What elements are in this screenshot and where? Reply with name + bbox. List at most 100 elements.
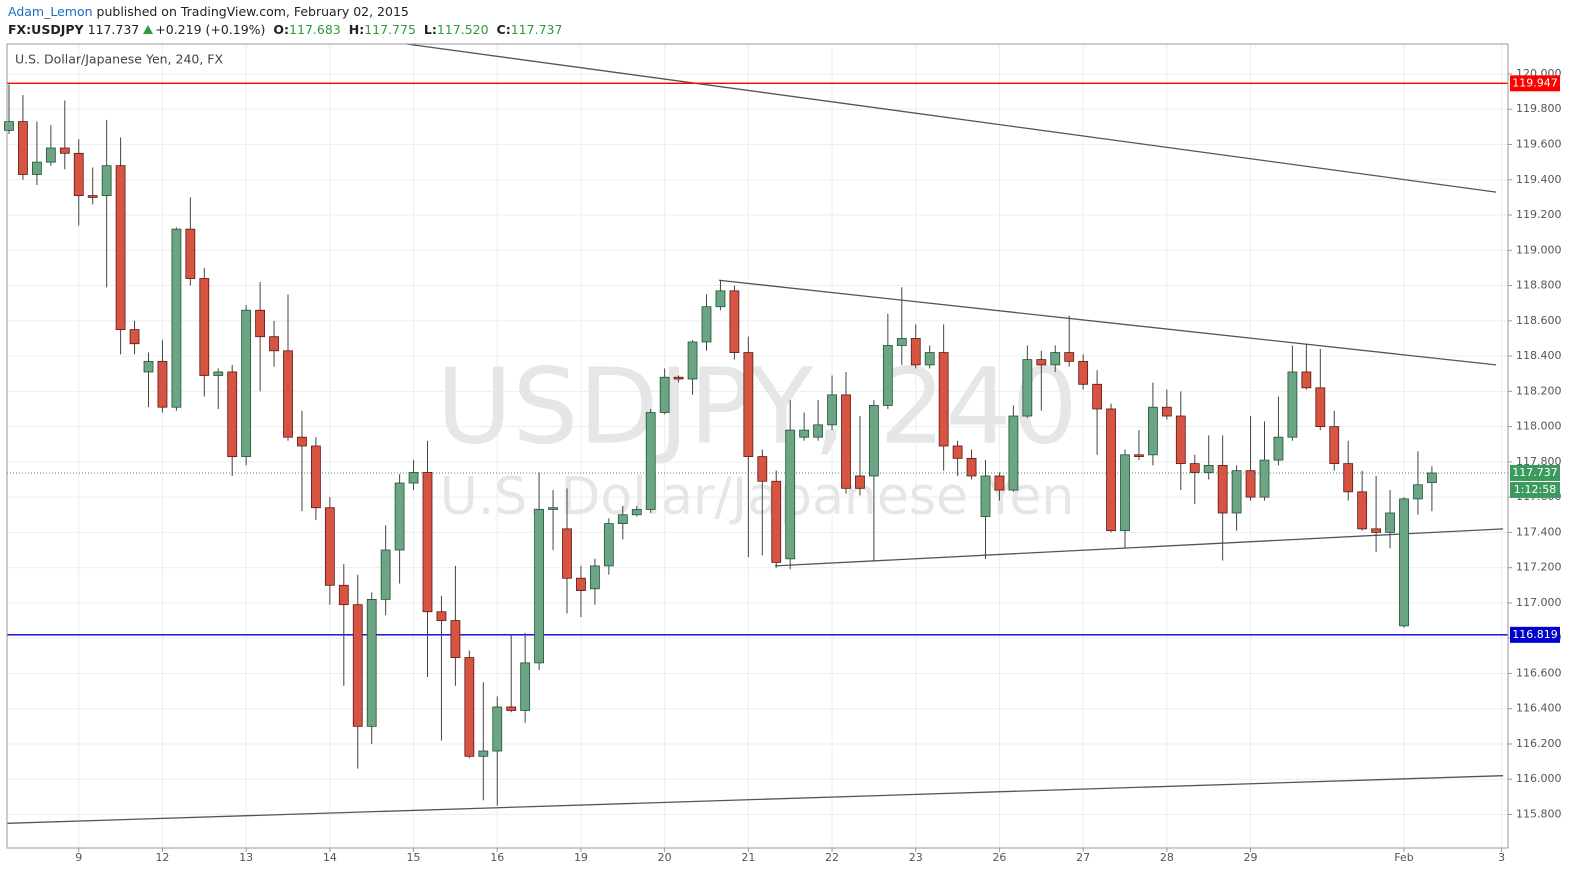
watermark: USDJPY, 240 (436, 345, 1077, 467)
candle-body (562, 528, 572, 579)
x-tick-label: 12 (155, 851, 169, 864)
candle-body (1050, 352, 1061, 366)
x-tick-label: 26 (992, 851, 1006, 864)
candle-body (813, 424, 823, 438)
candle-body (1078, 360, 1089, 385)
candle-body (115, 165, 126, 331)
candle-body (1357, 491, 1368, 530)
candle-body (1092, 383, 1102, 410)
header: Adam_Lemon published on TradingView.com,… (8, 3, 562, 39)
x-tick-label: 20 (658, 851, 672, 864)
candle-body (199, 278, 210, 376)
x-tick-label: 29 (1244, 851, 1258, 864)
author[interactable]: Adam_Lemon (8, 4, 93, 19)
y-tick-label: 118.200 (1516, 384, 1562, 397)
candle-body (1036, 359, 1047, 366)
price-label-box (1510, 626, 1560, 643)
candle-body (534, 509, 544, 664)
candle-body (882, 345, 893, 406)
candle-body (952, 445, 963, 459)
candle-body (1022, 359, 1033, 417)
candle-body (1259, 459, 1270, 498)
y-tick-label: 116.000 (1516, 772, 1562, 785)
y-tick-label: 116.600 (1516, 666, 1562, 679)
x-tick-label: 13 (239, 851, 253, 864)
y-tick-label: 119.200 (1516, 208, 1562, 221)
price-label-box (1510, 75, 1560, 92)
x-tick-label: 9 (75, 851, 82, 864)
candle-body (645, 412, 656, 510)
x-tick-label: 16 (490, 851, 504, 864)
candle-body (729, 290, 740, 353)
candle-body (297, 436, 307, 447)
price-label: 1:12:58 (1514, 483, 1556, 496)
candle-body (855, 475, 865, 489)
candle-body (869, 405, 879, 477)
candle-body (464, 657, 475, 757)
candle-body (771, 480, 782, 563)
candle-body (799, 429, 810, 438)
plot-border (6, 43, 1509, 849)
ohlc-value: 117.683 (289, 22, 341, 37)
last: 117.737 (87, 22, 140, 37)
candle-body (1413, 484, 1423, 500)
y-tick-label: 116.200 (1516, 737, 1562, 750)
y-tick-label: 119.600 (1516, 138, 1562, 151)
candle-body (324, 507, 335, 586)
candle-body (1161, 406, 1172, 417)
price-label-box (1510, 481, 1560, 498)
change: +0.219 (+0.19%) (155, 22, 266, 37)
candle-body (255, 309, 266, 338)
candle-body (171, 228, 182, 408)
candle-body (436, 611, 447, 621)
candle-body (101, 165, 112, 197)
candle-body (1385, 512, 1395, 533)
candle-body (87, 195, 98, 198)
candle-body (1427, 472, 1437, 483)
candle-body (631, 509, 642, 516)
candle-body (143, 360, 154, 373)
quote-line: FX:USDJPY 117.737 +0.219 (+0.19%) O:117.6… (8, 21, 562, 39)
x-tick-label: 21 (741, 851, 755, 864)
published: published on TradingView.com, February 0… (96, 4, 409, 19)
candle-body (241, 309, 252, 457)
candle-body (938, 352, 949, 447)
axes: 115.800 116.000 116.200 116.400 116.600 116.8… (75, 67, 1561, 864)
x-tick-label: 28 (1160, 851, 1174, 864)
candle-body (617, 514, 628, 524)
candle-body (366, 598, 377, 727)
watermark: U.S. Dollar/Japanese Yen (440, 467, 1075, 527)
ohlc-value: 117.775 (364, 22, 416, 37)
candle-body (715, 290, 726, 308)
up-icon (143, 25, 154, 34)
candle-body (227, 371, 238, 457)
candle-body (1245, 470, 1256, 498)
candle-body (687, 341, 698, 380)
x-tick-label: 22 (825, 851, 839, 864)
x-tick-label: 14 (323, 851, 337, 864)
candle-body (422, 472, 433, 613)
candle-body (785, 429, 796, 560)
candle-body (394, 482, 405, 551)
x-tick-label: Feb (1394, 851, 1413, 864)
ohlc-key: C: (496, 22, 511, 37)
candle-body (45, 147, 56, 163)
candle-body (1064, 352, 1075, 362)
candle-body (994, 475, 1005, 491)
grid (7, 44, 1508, 848)
candle-body (73, 152, 84, 197)
y-tick-label: 118.400 (1516, 349, 1562, 362)
candle-body (18, 121, 28, 175)
candle-body (1343, 463, 1354, 493)
y-tick-label: 118.000 (1516, 420, 1562, 433)
y-tick-label: 115.800 (1516, 808, 1562, 821)
candle-body (1287, 371, 1298, 438)
chart-title: U.S. Dollar/Japanese Yen, 240, FX (15, 52, 223, 67)
candle-body (129, 329, 140, 345)
y-tick-label: 117.000 (1516, 596, 1562, 609)
candle-body (1189, 463, 1200, 473)
candle-body (380, 549, 391, 600)
y-tick-label: 119.000 (1516, 243, 1562, 256)
candle-body (478, 750, 489, 757)
